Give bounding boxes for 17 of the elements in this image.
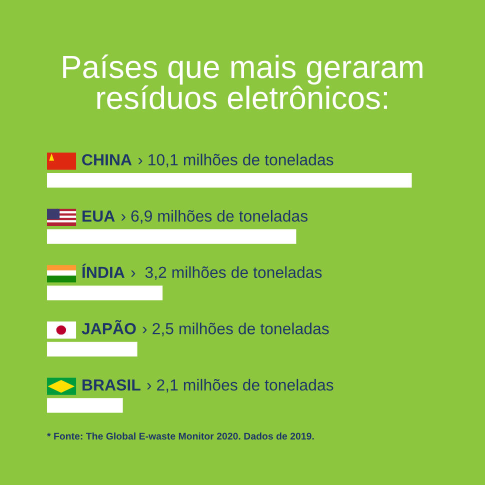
bar <box>47 342 138 356</box>
y-tick-label: JAPÃO <box>82 320 136 334</box>
bar <box>47 229 296 244</box>
data-label: › 6,9 milhões de toneladas <box>121 210 308 224</box>
data-label: › 2,1 milhões de toneladas <box>147 378 334 393</box>
chart-title: Países que mais geraram resíduos eletrônicos: <box>63 54 422 110</box>
bar <box>47 398 123 413</box>
bar <box>47 172 412 188</box>
y-tick-label: BRASIL <box>82 379 140 391</box>
data-label: › 3,2 milhões de toneladas <box>131 266 322 280</box>
y-tick-label: ÍNDIA <box>82 264 125 278</box>
bar <box>47 286 163 300</box>
data-label: › 2,5 milhões de toneladas <box>142 322 329 336</box>
data-label: › 10,1 milhões de toneladas <box>138 154 334 168</box>
y-tick-label: CHINA <box>82 154 132 166</box>
y-tick-label: EUA <box>82 210 115 222</box>
text: * Fonte: The Global E-waste Monitor 2020. Dados de 2019. <box>47 432 314 440</box>
